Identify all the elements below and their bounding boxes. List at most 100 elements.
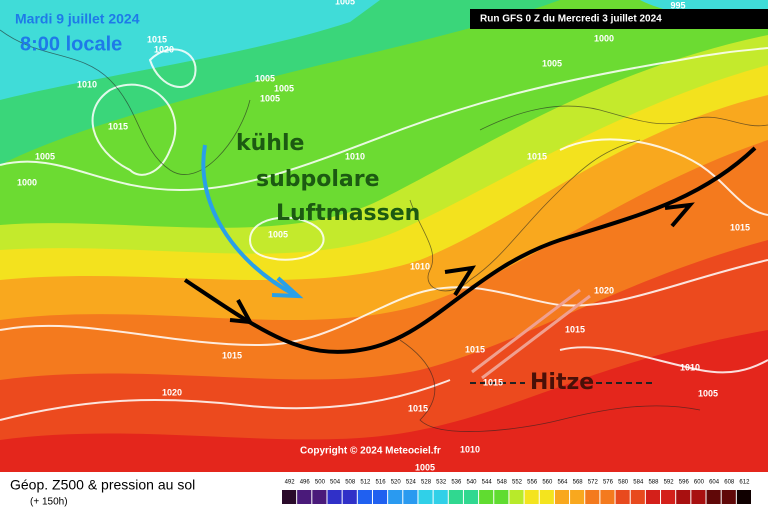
jet-arrowhead xyxy=(664,202,695,228)
isobar-label: 1005 xyxy=(35,151,55,161)
scale-swatch xyxy=(479,490,494,504)
scale-swatch xyxy=(585,490,600,504)
scale-label: 588 xyxy=(648,480,659,486)
isobar-label: 1010 xyxy=(460,444,480,454)
scale-swatch xyxy=(327,490,342,504)
isobar-label: 1015 xyxy=(465,344,485,354)
jet-stream xyxy=(183,146,757,354)
annotation-cold: Luftmassen xyxy=(276,201,420,226)
isobar-label: 1000 xyxy=(594,33,614,43)
copyright: Copyright © 2024 Meteociel.fr xyxy=(300,446,441,457)
isobar-label: 1015 xyxy=(108,121,128,131)
scale-swatch xyxy=(570,490,585,504)
isobar-label: 1020 xyxy=(154,44,174,54)
isobar-label: 1015 xyxy=(565,324,585,334)
isobar-label: 1005 xyxy=(698,388,718,398)
scale-label: 572 xyxy=(588,480,599,486)
scale-swatch xyxy=(388,490,403,504)
isobar-label: 1005 xyxy=(260,93,280,103)
scale-label: 584 xyxy=(633,480,644,486)
scale-swatch xyxy=(509,490,524,504)
isobar-label: 1020 xyxy=(594,285,614,295)
isobar-label: 1010 xyxy=(77,79,97,89)
scale-swatch xyxy=(600,490,615,504)
scale-swatch xyxy=(418,490,433,504)
valid-date: Mardi 9 juillet 2024 xyxy=(15,11,140,27)
scale-label: 552 xyxy=(512,480,523,486)
isobar-label: 1010 xyxy=(410,261,430,271)
scale-swatch xyxy=(661,490,676,504)
scale-swatch xyxy=(448,490,463,504)
legend-lead: (+ 150h) xyxy=(30,497,68,508)
scale-swatch xyxy=(676,490,691,504)
color-scale: 492 496 500 504 508 512 516 520 524 528 532 536 540 5… xyxy=(282,480,751,504)
scale-swatch xyxy=(297,490,312,504)
scale-swatch xyxy=(691,490,706,504)
scale-swatch xyxy=(312,490,327,504)
background-field xyxy=(0,0,768,472)
isobar-labels: 1005 995101510201000101010051005100510051… xyxy=(17,0,750,472)
scale-swatch xyxy=(630,490,645,504)
isobar-label: 1015 xyxy=(483,377,503,387)
run-box xyxy=(470,9,768,29)
isobar-label: 1005 xyxy=(274,83,294,93)
scale-swatch xyxy=(554,490,570,504)
scale-label: 604 xyxy=(709,480,720,486)
scale-label: 512 xyxy=(360,480,371,486)
isobar-label: 1005 xyxy=(335,0,355,6)
isobar-label: 1020 xyxy=(162,387,182,397)
scale-swatch xyxy=(403,490,418,504)
cold-arrow xyxy=(201,144,296,297)
annotation-cold: subpolare xyxy=(256,167,380,192)
scale-label: 564 xyxy=(557,480,568,486)
scale-label: 492 xyxy=(285,480,296,486)
scale-swatch xyxy=(494,490,509,504)
scale-label: 568 xyxy=(573,480,584,486)
scale-label: 516 xyxy=(376,480,387,486)
cold-arrowhead xyxy=(271,276,304,299)
isobar-label: 1005 xyxy=(255,73,275,83)
scale-label: 520 xyxy=(391,480,402,486)
isobar-label: 1015 xyxy=(408,403,428,413)
annotation-cold: kühle xyxy=(236,131,304,156)
isobar-label: 1015 xyxy=(222,350,242,360)
isobar-label: 1015 xyxy=(730,222,750,232)
run-info: Run GFS 0 Z du Mercredi 3 juillet 2024 xyxy=(480,14,662,25)
scale-swatch xyxy=(706,490,721,504)
isobar-label: 1015 xyxy=(147,34,167,44)
isobar-label: 995 xyxy=(670,0,685,10)
isobar-label: 1010 xyxy=(345,151,365,161)
valid-time: 8:00 locale xyxy=(20,33,122,55)
front-lines xyxy=(183,144,757,384)
scale-swatch xyxy=(372,490,388,504)
scale-label: 544 xyxy=(482,480,493,486)
isobar-label: 1000 xyxy=(17,177,37,187)
scale-label: 608 xyxy=(724,480,735,486)
isobar-label: 1010 xyxy=(680,362,700,372)
scale-label: 556 xyxy=(527,480,538,486)
scale-label: 612 xyxy=(739,480,750,486)
scale-label: 524 xyxy=(406,480,417,486)
isobar-label: 1005 xyxy=(415,462,435,472)
scale-label: 548 xyxy=(497,480,508,486)
jet-arrowhead xyxy=(229,299,254,325)
scale-swatch xyxy=(539,490,554,504)
scale-label: 536 xyxy=(451,480,462,486)
scale-label: 528 xyxy=(421,480,432,486)
heat-arrow xyxy=(481,294,591,380)
scale-label: 580 xyxy=(618,480,629,486)
scale-swatch xyxy=(282,490,297,504)
scale-label: 540 xyxy=(467,480,478,486)
scale-swatch xyxy=(463,490,479,504)
scale-label: 560 xyxy=(542,480,553,486)
scale-label: 532 xyxy=(436,480,447,486)
legend-title: Géop. Z500 & pression au sol xyxy=(10,477,195,493)
isobar-label: 1015 xyxy=(527,151,547,161)
scale-label: 496 xyxy=(300,480,311,486)
annotation-heat: Hitze xyxy=(530,370,594,395)
isobar-label: 1005 xyxy=(268,229,288,239)
scale-label: 508 xyxy=(345,480,356,486)
scale-label: 592 xyxy=(664,480,675,486)
scale-swatch xyxy=(645,490,661,504)
